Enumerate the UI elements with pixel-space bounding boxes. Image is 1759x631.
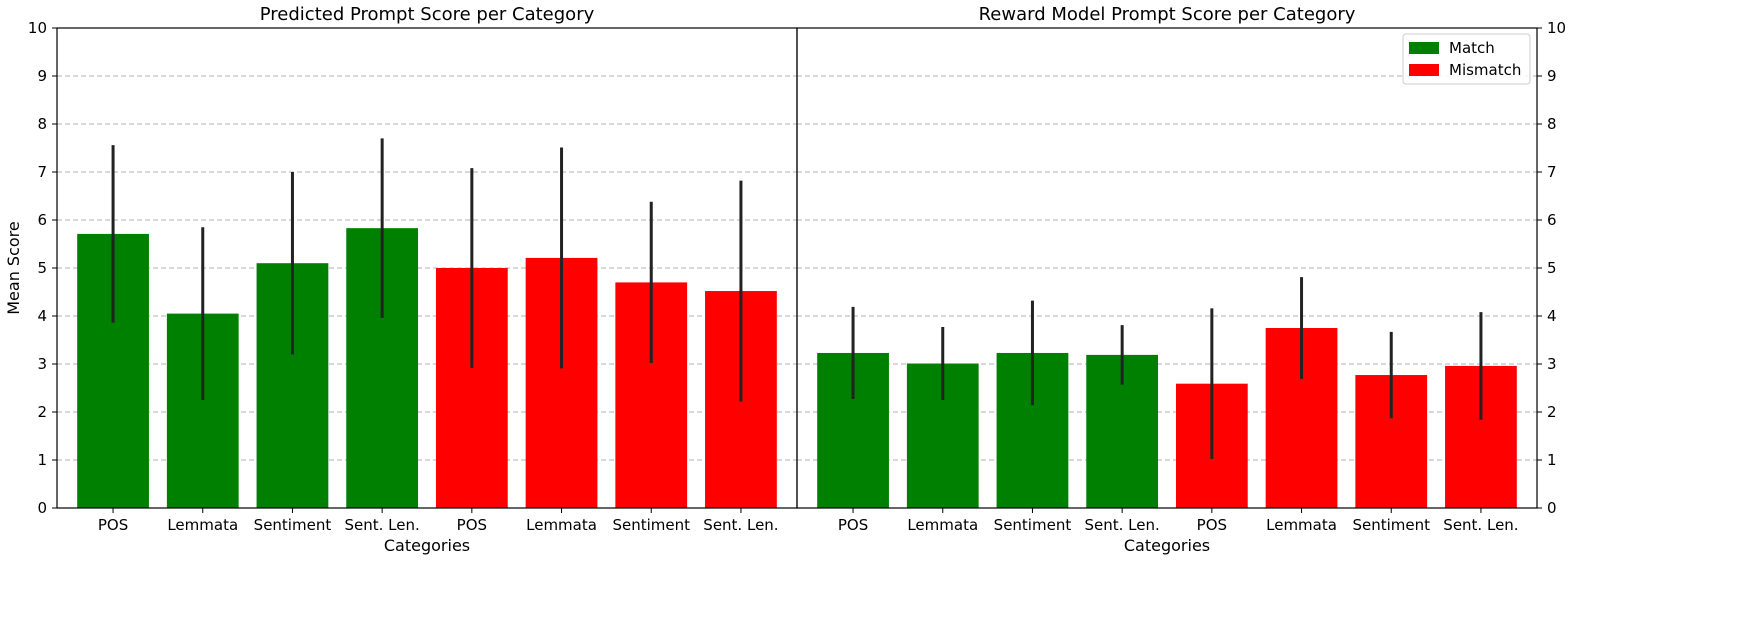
right-x-axis-title: Categories [1124,536,1210,555]
left-xtick-label-4: POS [457,516,487,534]
left-ytick-label-2: 2 [37,403,47,421]
right-ytick-label-4: 4 [1547,307,1557,325]
left-ytick-label-9: 9 [37,67,47,85]
right-xtick-label-6: Sentiment [1352,516,1430,534]
left-ytick-label-7: 7 [37,163,47,181]
legend-swatch-0 [1409,42,1439,54]
left-xtick-label-3: Sent. Len. [345,516,420,534]
right-ytick-label-6: 6 [1547,211,1557,229]
legend-label-0: Match [1449,39,1495,57]
right-xtick-label-5: Lemmata [1266,516,1337,534]
right-ytick-label-0: 0 [1547,499,1557,517]
right-ytick-label-1: 1 [1547,451,1557,469]
right-ytick-label-7: 7 [1547,163,1557,181]
left-ytick-label-5: 5 [37,259,47,277]
left-ytick-label-0: 0 [37,499,47,517]
right-xtick-label-0: POS [838,516,868,534]
right-xtick-label-7: Sent. Len. [1443,516,1518,534]
left-x-axis-title: Categories [384,536,470,555]
left-xtick-label-2: Sentiment [254,516,332,534]
left-chart-title: Predicted Prompt Score per Category [260,4,595,25]
left-panel: 0 1 2 3 4 5 6 7 8 9 10 POS Lemmata Sentiment Sent. Len… [4,4,798,555]
left-ytick-label-10: 10 [28,19,47,37]
legend: Match Mismatch [1402,33,1531,85]
left-xtick-label-5: Lemmata [526,516,597,534]
left-xtick-label-6: Sentiment [612,516,690,534]
right-ytick-label-5: 5 [1547,259,1557,277]
left-ytick-label-6: 6 [37,211,47,229]
left-xtick-label-7: Sent. Len. [703,516,778,534]
left-ytick-label-1: 1 [37,451,47,469]
right-xtick-label-4: POS [1197,516,1227,534]
right-ytick-label-10: 10 [1547,19,1566,37]
right-xtick-label-1: Lemmata [907,516,978,534]
right-ytick-label-9: 9 [1547,67,1557,85]
left-ytick-label-3: 3 [37,355,47,373]
right-ytick-label-2: 2 [1547,403,1557,421]
right-xtick-label-3: Sent. Len. [1085,516,1160,534]
left-ytick-label-4: 4 [37,307,47,325]
right-ytick-label-8: 8 [1547,115,1557,133]
right-ytick-label-3: 3 [1547,355,1557,373]
left-ytick-label-8: 8 [37,115,47,133]
left-xtick-label-0: POS [98,516,128,534]
legend-swatch-1 [1409,64,1439,76]
right-panel: 0 1 2 3 4 5 6 7 8 9 10 POS Lemmata Sentiment Sent. Len… [796,4,1566,555]
legend-label-1: Mismatch [1449,61,1521,79]
left-xtick-label-1: Lemmata [167,516,238,534]
right-xtick-label-2: Sentiment [994,516,1072,534]
right-chart-title: Reward Model Prompt Score per Category [979,4,1356,25]
left-y-axis-title: Mean Score [4,221,23,315]
